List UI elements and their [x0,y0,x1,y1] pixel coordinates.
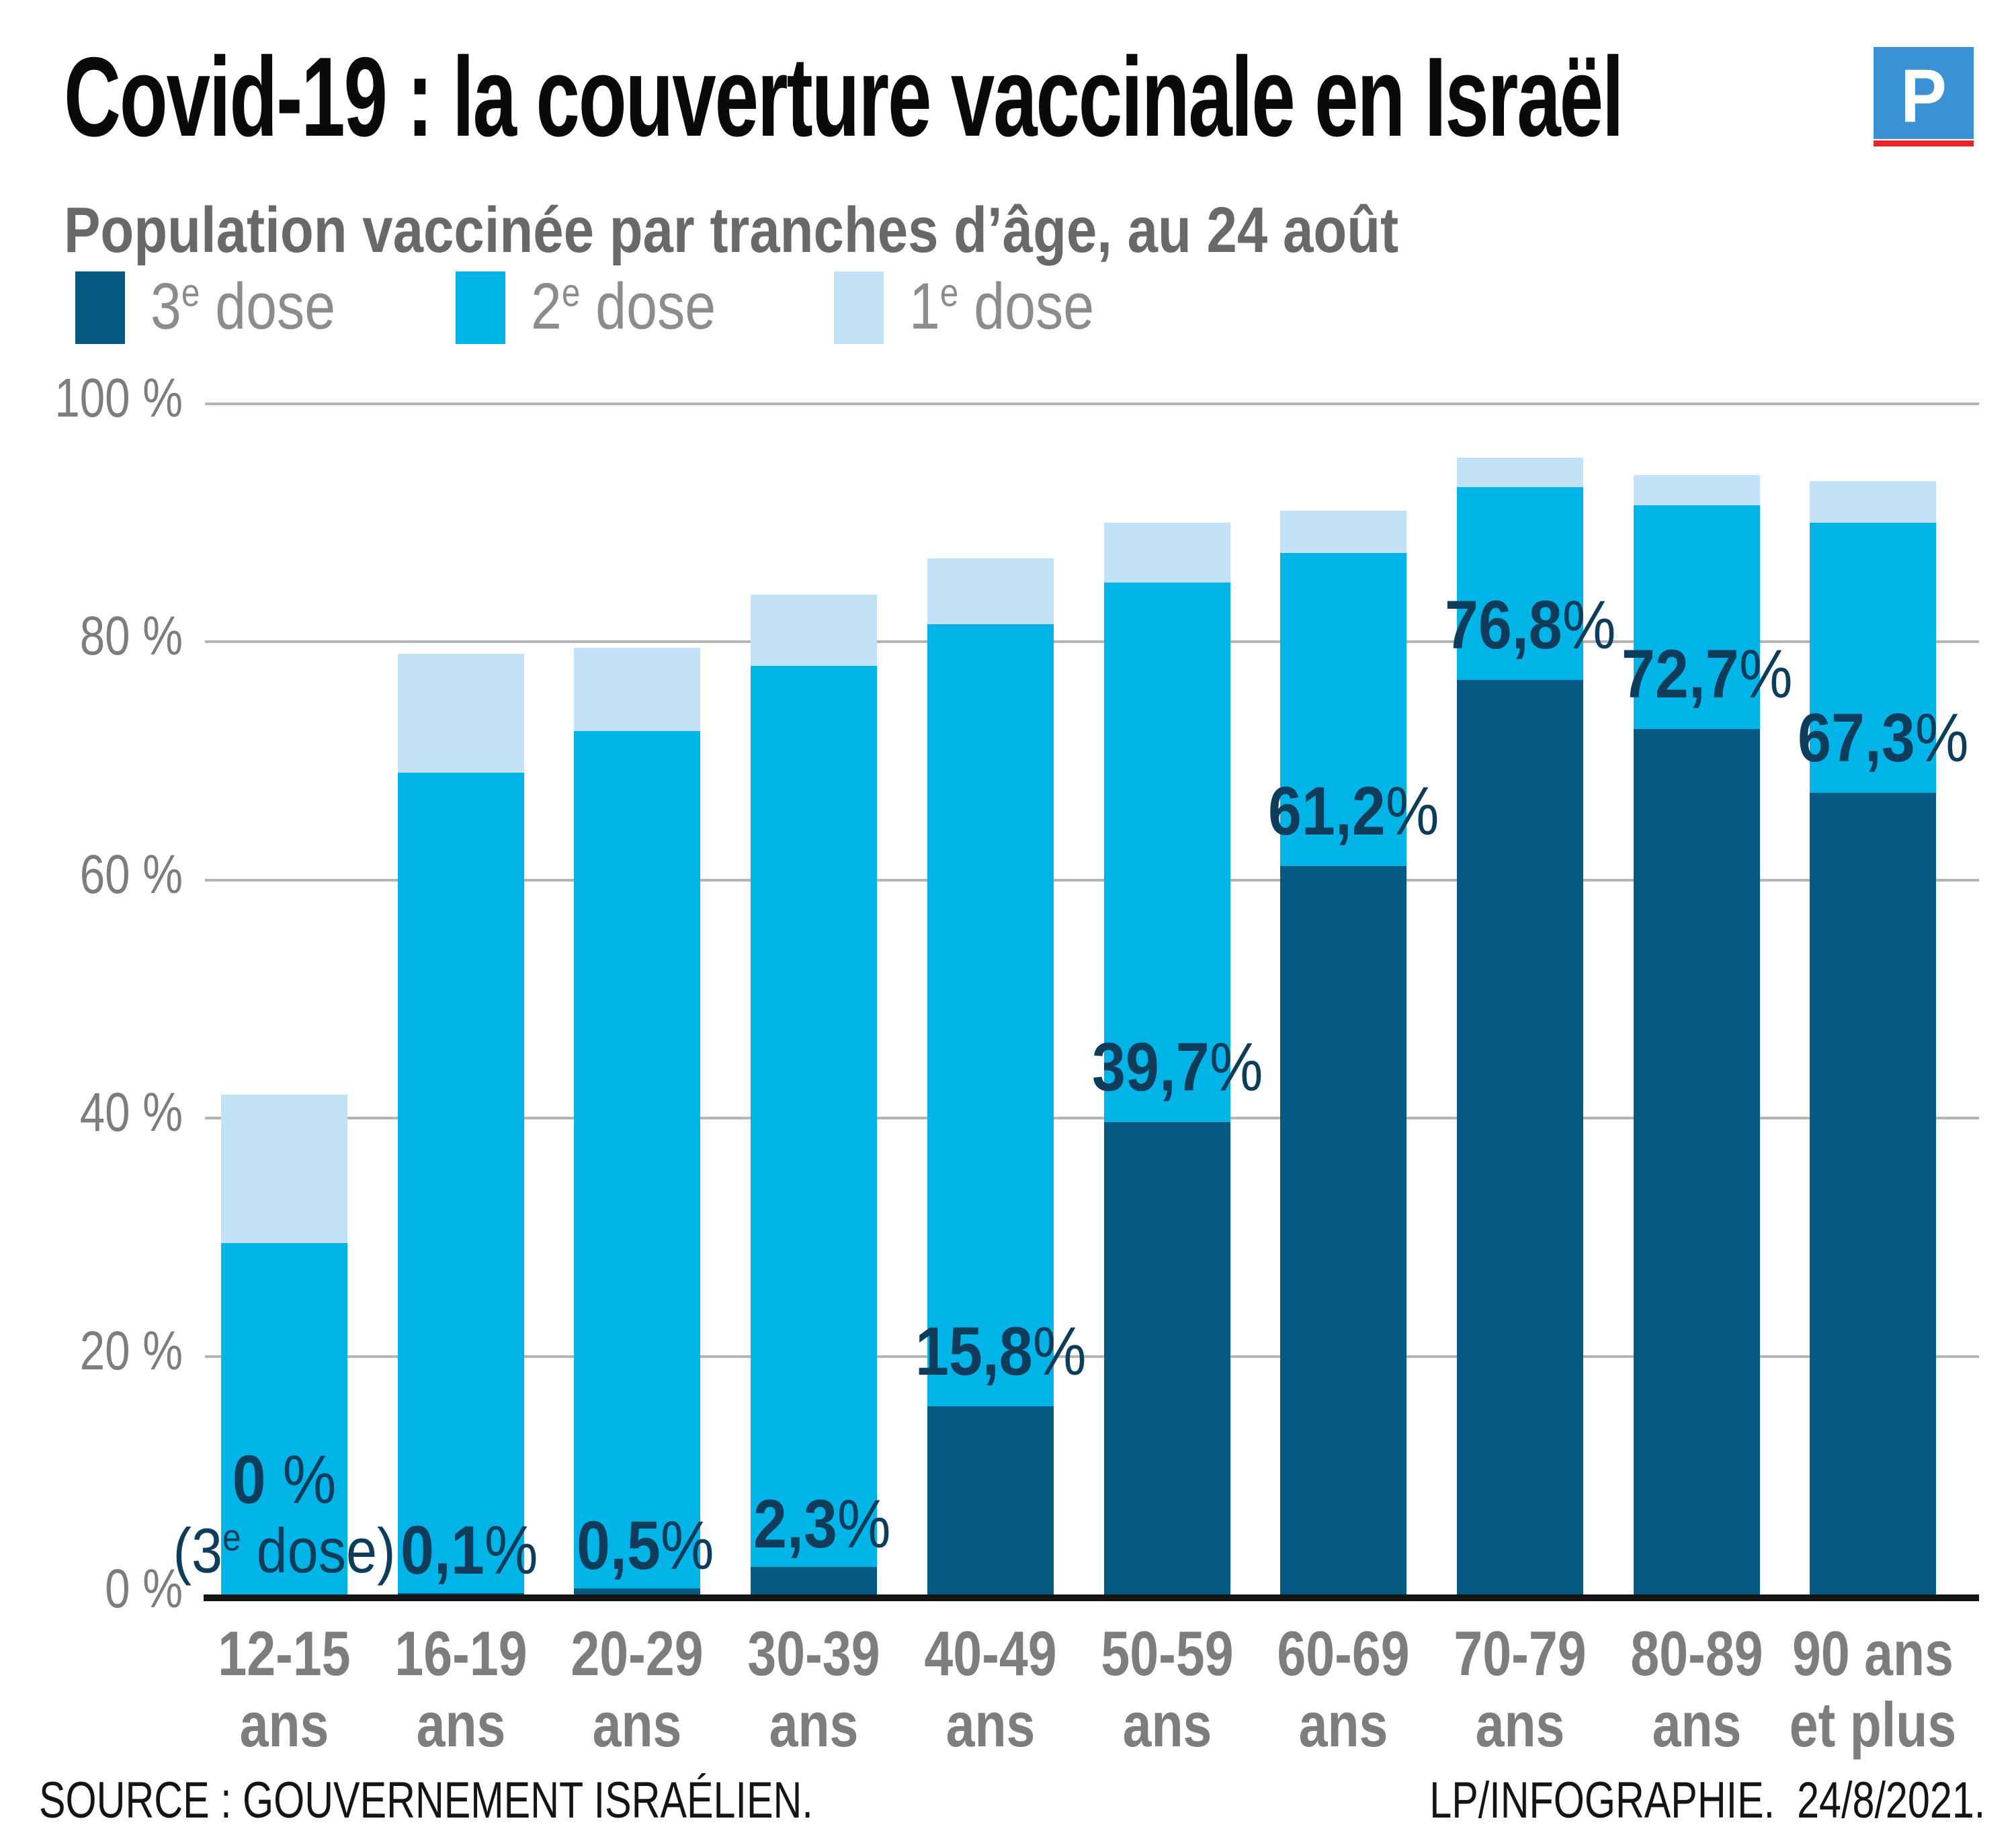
legend-swatch-dose3 [75,271,125,344]
x-axis-label-40-49: 40-49 ans [924,1618,1057,1760]
bar-value-label: 39,7% [1091,1028,1263,1105]
bar-segment-dose2 [751,665,878,1568]
bar-group-30-39 [751,594,878,1594]
bar-segment-dose1 [1633,475,1760,505]
y-axis-label-40: 40 % [79,1082,183,1144]
bar-group-16-19 [397,654,524,1594]
bar-segment-dose3 [574,1588,701,1594]
source-text: SOURCE : GOUVERNEMENT ISRAÉLIEN. [39,1772,813,1829]
x-axis-line [204,1594,1979,1601]
y-axis-label-20: 20 % [79,1320,183,1381]
x-axis-label-50-59: 50-59 ans [1100,1618,1234,1760]
gridline-100 [205,402,1979,405]
chart-subtitle: Population vaccinée par tranches d’âge, … [64,194,1399,266]
bar-group-60-69 [1280,511,1407,1594]
bar-segment-dose2 [927,624,1054,1407]
bar-segment-dose1 [751,594,878,666]
legend-label-dose1: 1e dose [909,269,1095,343]
gridline-80 [205,640,1979,644]
bar-segment-dose1 [397,654,524,773]
bar-group-90-ans [1810,481,1937,1594]
bar-group-12-15 [221,1094,347,1594]
bar-group-40-49 [927,558,1054,1594]
bar-segment-dose3 [397,1593,524,1594]
bar-value-label: 61,2% [1268,772,1439,849]
bar-value-label: 0,1% [400,1512,538,1589]
bar-segment-dose3 [1810,793,1937,1594]
bar-value-label: 76,8% [1444,587,1616,664]
x-axis-label-16-19: 16-19 ans [394,1618,528,1760]
bar-value-label: 15,8% [915,1313,1087,1390]
bar-segment-dose1 [1103,523,1230,583]
bar-value-label: 67,3% [1798,699,1969,777]
bar-group-80-89 [1633,475,1760,1594]
bar-segment-dose3 [927,1406,1054,1594]
gridline-20 [205,1355,1979,1358]
bar-segment-dose2 [1456,487,1583,681]
brand-logo-square [1874,47,1974,139]
bar-segment-dose2 [1103,582,1230,1122]
bar-segment-dose2 [1633,505,1760,729]
bar-value-label: 2,3% [753,1486,891,1563]
bar-group-50-59 [1103,523,1230,1594]
bar-value-label: 0,5% [577,1507,714,1584]
x-axis-label-90-ans: 90 ans et plus [1790,1618,1957,1760]
x-axis-label-70-79: 70-79 ans [1454,1618,1587,1760]
bar-segment-dose2 [1280,552,1407,866]
chart-title: Covid-19 : la couverture vaccinale en Is… [64,34,1624,160]
bar-segment-dose3 [1456,680,1583,1594]
credit-text: LP/INFOGRAPHIE. 24/8/2021. [1429,1772,1985,1829]
gridline-40 [205,1117,1979,1120]
bar-segment-dose2 [397,773,524,1594]
bar-segment-dose2 [1810,523,1937,794]
bar-group-20-29 [574,648,701,1594]
x-axis-label-12-15: 12-15 ans [218,1618,351,1760]
bar-group-70-79 [1456,457,1583,1594]
bar-value-label: 0 % (3e dose) [173,1441,396,1586]
bar-segment-dose2 [574,731,701,1589]
brand-logo: P [1874,47,1974,146]
legend-swatch-dose2 [456,271,505,344]
plot-area [205,402,1979,1594]
x-axis-label-80-89: 80-89 ans [1630,1618,1763,1760]
bar-segment-dose1 [927,558,1054,624]
y-axis-label-60: 60 % [79,843,183,905]
x-axis-label-30-39: 30-39 ans [747,1618,880,1760]
bar-segment-dose3 [1633,728,1760,1594]
brand-logo-underline [1874,140,1974,146]
gridline-60 [205,878,1979,882]
legend-label-dose2: 2e dose [531,269,716,343]
bar-segment-dose1 [1810,481,1937,523]
y-axis-label-80: 80 % [79,605,183,667]
x-axis-label-60-69: 60-69 ans [1277,1618,1410,1760]
bar-value-label: 72,7% [1621,635,1793,712]
bar-segment-dose3 [1280,865,1407,1594]
x-axis-label-20-29: 20-29 ans [571,1618,704,1760]
bar-segment-dose1 [574,648,701,732]
bar-segment-dose1 [1456,457,1583,488]
bar-segment-dose1 [221,1094,347,1244]
bar-segment-dose3 [1103,1121,1230,1594]
bar-segment-dose3 [751,1567,878,1594]
y-axis-label-100: 100 % [54,368,183,429]
bar-segment-dose2 [221,1243,347,1594]
brand-logo-letter: P [1900,54,1947,138]
legend-swatch-dose1 [834,271,884,344]
bar-segment-dose1 [1280,511,1407,553]
y-axis-label-0: 0 % [105,1558,183,1619]
legend-label-dose3: 3e dose [151,269,336,343]
